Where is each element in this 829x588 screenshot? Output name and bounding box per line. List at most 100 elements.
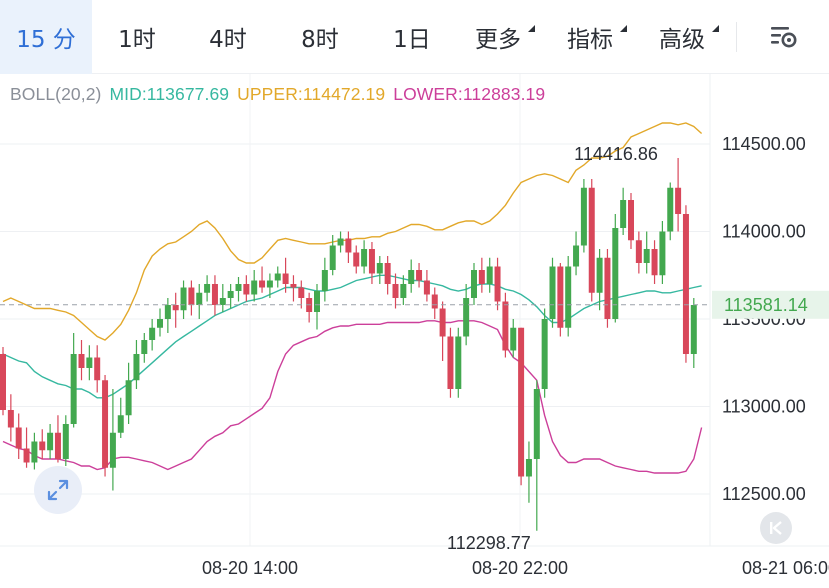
candle-up	[133, 354, 140, 381]
more-label: 更多	[475, 27, 521, 53]
price-tick-label: 113000.00	[722, 397, 806, 417]
candle-up	[62, 424, 69, 459]
candle-up	[573, 245, 580, 267]
more-dropdown-wrap: 更多	[475, 20, 535, 54]
candle-up	[525, 459, 532, 477]
indicators-dropdown-wrap: 指标	[567, 20, 627, 54]
price-tick-label: 114500.00	[722, 134, 806, 154]
price-tick-label: 112500.00	[722, 484, 806, 504]
tab-15m[interactable]: 15 分	[0, 0, 92, 74]
candle-down	[259, 280, 266, 288]
tab-4h-label: 4时	[209, 27, 247, 53]
dropdown-caret-icon	[528, 25, 535, 32]
dropdown-caret-icon	[620, 25, 627, 32]
candle-up	[251, 280, 258, 295]
boll-upper-line	[2, 122, 703, 341]
candle-up	[70, 354, 77, 424]
price-axis: 114500.00114000.00113500.00113000.001125…	[722, 134, 806, 504]
candle-up	[400, 284, 407, 298]
advanced-dropdown[interactable]: 高级	[642, 0, 734, 74]
candle-up	[510, 327, 517, 351]
candle-down	[423, 280, 430, 295]
candle-down	[628, 200, 634, 241]
candle-up	[690, 305, 697, 354]
candle-up	[180, 287, 187, 311]
candle-down	[518, 327, 525, 477]
candle-up	[612, 228, 619, 319]
tab-8h-label: 8时	[301, 27, 339, 53]
candle-down	[502, 301, 509, 351]
boll-mid-value: MID:113677.69	[109, 84, 230, 104]
tab-8h[interactable]: 8时	[274, 0, 366, 74]
candle-up	[141, 340, 148, 354]
fullscreen-button[interactable]	[34, 466, 82, 514]
candle-down	[94, 357, 101, 381]
candle-down	[15, 427, 22, 449]
candle-down	[494, 266, 501, 302]
candle-down	[431, 294, 438, 309]
candle-up	[266, 280, 273, 288]
candle-down	[0, 354, 6, 410]
advanced-dropdown-wrap: 高级	[659, 20, 719, 54]
timeframe-toolbar: 15 分 1时 4时 8时 1日 更多 指标 高级	[0, 0, 829, 74]
boll-mid-line	[2, 274, 702, 399]
chart-settings-button[interactable]	[752, 0, 816, 74]
candle-down	[345, 238, 352, 253]
high-price-annotation: 114416.86	[574, 144, 658, 164]
tab-15m-label: 15 分	[16, 27, 76, 53]
candle-down	[588, 187, 595, 293]
candlestick-chart[interactable]: 114500.00114000.00113500.00113000.001125…	[0, 74, 829, 588]
candle-up	[549, 266, 556, 319]
skip-back-icon	[770, 521, 782, 535]
candle-up	[204, 284, 211, 293]
candle-up	[274, 273, 281, 281]
candle-down	[188, 287, 195, 305]
candle-up	[463, 298, 470, 337]
candle-down	[282, 273, 289, 284]
indicators-dropdown[interactable]: 指标	[550, 0, 642, 74]
candle-up	[157, 319, 163, 328]
boll-label: BOLL(20,2)	[10, 84, 102, 104]
candle-up	[219, 298, 226, 305]
tab-1d[interactable]: 1日	[366, 0, 458, 74]
candle-up	[620, 200, 627, 228]
candles	[0, 158, 697, 531]
indicators-label: 指标	[567, 27, 613, 53]
low-price-annotation: 112298.77	[447, 533, 531, 553]
candle-up	[565, 266, 572, 328]
candle-down	[384, 263, 391, 284]
candle-up	[47, 432, 54, 451]
price-tick-label: 114000.00	[722, 222, 806, 242]
dropdown-caret-icon	[712, 25, 719, 32]
candle-up	[235, 284, 242, 291]
tab-4h[interactable]: 4时	[182, 0, 274, 74]
tab-1h[interactable]: 1时	[92, 0, 182, 74]
candle-down	[651, 249, 658, 276]
candle-up	[667, 187, 674, 232]
candle-up	[321, 270, 328, 291]
time-tick-label: 08-21 06:00	[742, 558, 829, 578]
candle-up	[117, 415, 124, 433]
advanced-label: 高级	[659, 27, 705, 53]
candle-down	[172, 305, 179, 311]
boll-bands	[2, 122, 703, 474]
more-dropdown[interactable]: 更多	[458, 0, 550, 74]
candle-down	[78, 354, 85, 368]
candle-down	[416, 270, 423, 281]
candle-down	[54, 432, 61, 459]
candle-down	[478, 270, 485, 284]
candle-up	[533, 389, 540, 459]
candle-up	[109, 432, 116, 468]
candle-up	[361, 249, 368, 267]
candle-up	[659, 231, 666, 276]
candle-up	[86, 357, 93, 368]
boll-upper-value: UPPER:114472.19	[237, 84, 386, 104]
candle-down	[604, 257, 611, 319]
candle-down	[298, 287, 305, 298]
candle-up	[596, 257, 603, 293]
candle-up	[376, 263, 383, 274]
candle-down	[447, 336, 454, 389]
candle-down	[353, 252, 360, 267]
scroll-to-latest-button[interactable]	[760, 512, 792, 544]
